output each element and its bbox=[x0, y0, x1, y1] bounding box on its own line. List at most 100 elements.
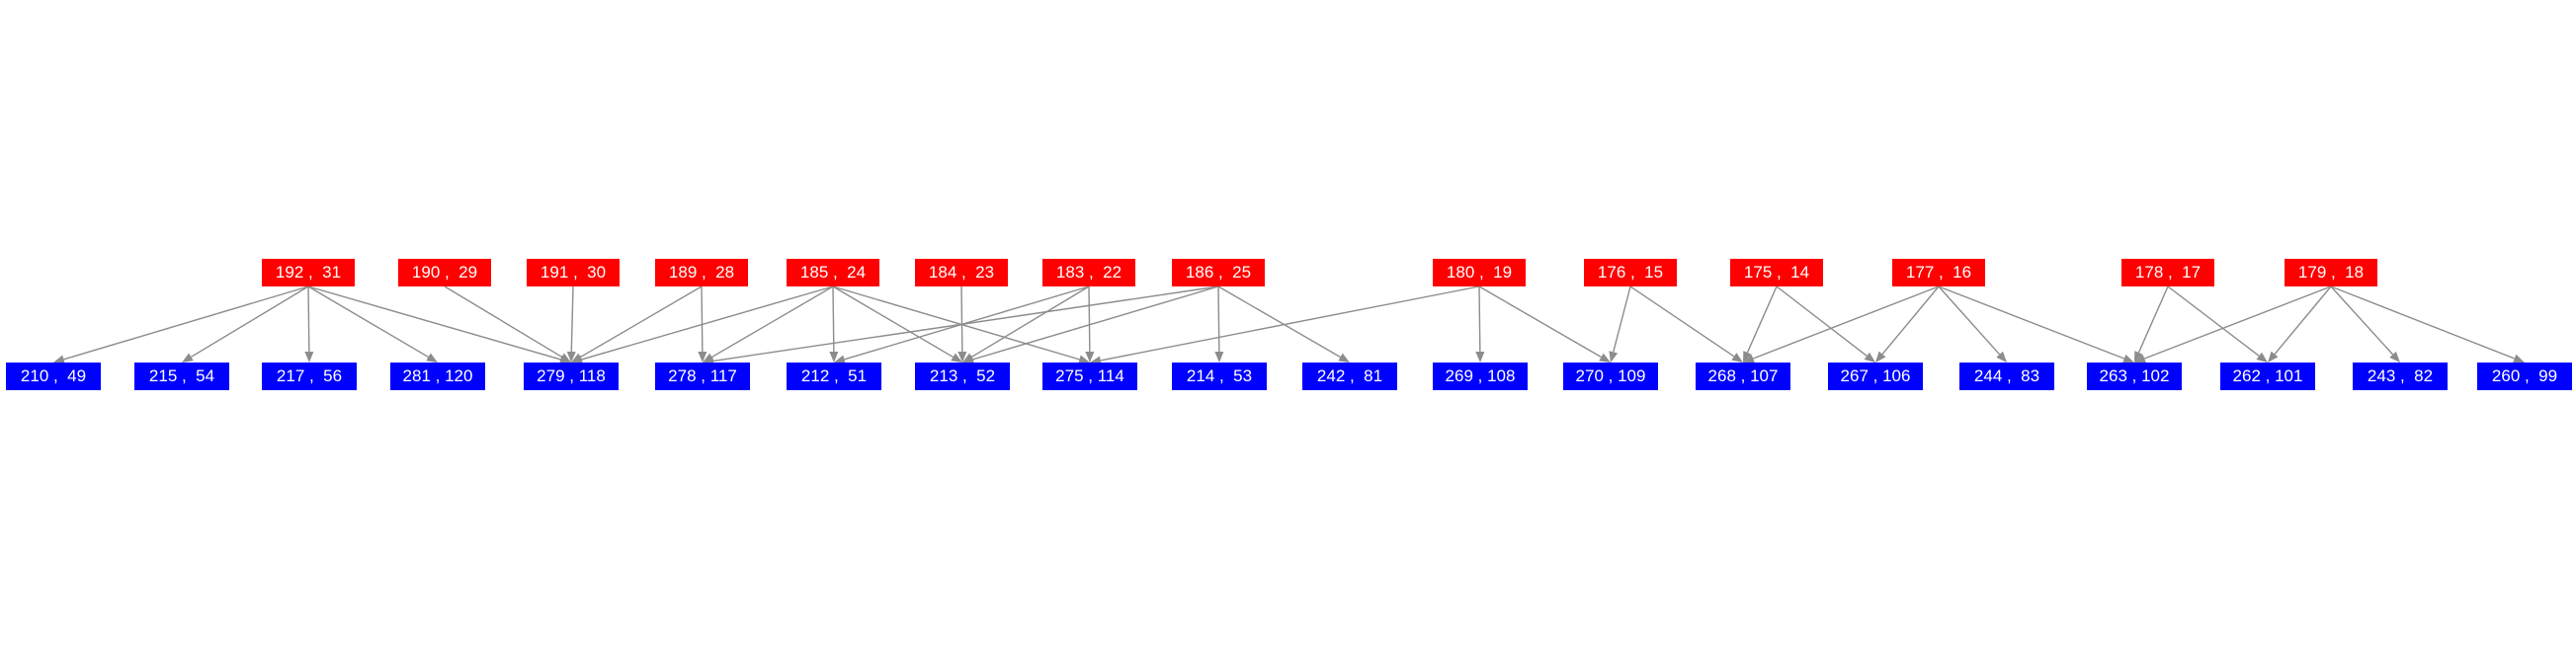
node-215-54: 215 , 54 bbox=[134, 363, 229, 390]
edge-t186-b278 bbox=[712, 285, 1219, 363]
arrowhead-t190-b279 bbox=[559, 353, 571, 363]
node-190-29: 190 , 29 bbox=[398, 259, 491, 286]
arrowhead-t192-b215 bbox=[182, 353, 194, 363]
node-260-99: 260 , 99 bbox=[2477, 363, 2572, 390]
edge-t177-b263 bbox=[1938, 285, 2125, 360]
arrowhead-t183-b275 bbox=[1085, 351, 1095, 363]
edge-t185-b212 bbox=[832, 285, 835, 353]
arrowhead-t185-b212 bbox=[829, 351, 839, 363]
arrowhead-t185-b213 bbox=[951, 353, 962, 363]
arrowhead-t186-b214 bbox=[1214, 351, 1224, 363]
node-281-120: 281 , 120 bbox=[390, 363, 485, 390]
arrowhead-t186-b213 bbox=[962, 355, 974, 364]
node-213-52: 213 , 52 bbox=[915, 363, 1010, 390]
edge-t177-b268 bbox=[1752, 285, 1940, 360]
arrowhead-t185-b279 bbox=[571, 355, 583, 364]
edge-t175-b267 bbox=[1776, 285, 1868, 357]
node-242-81: 242 , 81 bbox=[1302, 363, 1397, 390]
node-244-83: 244 , 83 bbox=[1959, 363, 2054, 390]
edge-t179-b243 bbox=[2330, 285, 2394, 356]
node-183-22: 183 , 22 bbox=[1042, 259, 1135, 286]
edge-t183-b213 bbox=[971, 285, 1090, 358]
arrowhead-t189-b278 bbox=[698, 351, 707, 363]
arrowhead-t180-b270 bbox=[1599, 353, 1611, 363]
node-210-49: 210 , 49 bbox=[6, 363, 101, 390]
edge-t185-b213 bbox=[832, 285, 954, 359]
arrowhead-t176-b270 bbox=[1609, 351, 1619, 363]
node-191-30: 191 , 30 bbox=[527, 259, 620, 286]
arrowhead-t186-b242 bbox=[1338, 353, 1350, 363]
arrowhead-t179-b263 bbox=[2134, 354, 2146, 364]
arrowhead-t175-b268 bbox=[1743, 351, 1752, 363]
arrowhead-t183-b212 bbox=[834, 355, 846, 364]
edge-t185-b275 bbox=[832, 285, 1080, 361]
edge-t192-b210 bbox=[63, 285, 309, 361]
edge-t177-b267 bbox=[1881, 285, 1940, 355]
edge-t179-b260 bbox=[2330, 285, 2516, 360]
node-217-56: 217 , 56 bbox=[262, 363, 357, 390]
arrowhead-t191-b279 bbox=[566, 351, 576, 363]
edge-t192-b279 bbox=[307, 285, 561, 361]
arrowhead-t177-b263 bbox=[2122, 354, 2134, 364]
node-180-19: 180 , 19 bbox=[1433, 259, 1526, 286]
node-184-23: 184 , 23 bbox=[915, 259, 1008, 286]
node-192-31: 192 , 31 bbox=[262, 259, 355, 286]
node-212-51: 212 , 51 bbox=[787, 363, 881, 390]
edge-t176-b270 bbox=[1613, 285, 1631, 353]
edge-t180-b270 bbox=[1478, 285, 1602, 359]
edge-t190-b279 bbox=[444, 285, 562, 358]
node-262-101: 262 , 101 bbox=[2220, 363, 2315, 390]
arrowhead-t185-b275 bbox=[1078, 355, 1090, 364]
arrowhead-t192-b281 bbox=[426, 353, 438, 363]
edge-t183-b275 bbox=[1088, 285, 1091, 353]
arrowhead-t175-b267 bbox=[1864, 352, 1875, 363]
edge-t178-b262 bbox=[2167, 285, 2260, 357]
arrowhead-t179-b243 bbox=[2389, 351, 2400, 363]
edge-t186-b242 bbox=[1217, 285, 1341, 359]
node-243-82: 243 , 82 bbox=[2353, 363, 2448, 390]
edge-t179-b263 bbox=[2144, 285, 2332, 360]
arrowhead-t179-b262 bbox=[2268, 351, 2279, 363]
arrowhead-t178-b263 bbox=[2134, 351, 2143, 363]
arrowhead-t176-b268 bbox=[1731, 353, 1743, 363]
arrowhead-t177-b268 bbox=[1743, 354, 1755, 364]
edge-t189-b279 bbox=[580, 285, 703, 359]
node-189-28: 189 , 28 bbox=[655, 259, 748, 286]
edge-t192-b217 bbox=[307, 285, 310, 353]
edge-t191-b279 bbox=[570, 285, 574, 353]
node-278-117: 278 , 117 bbox=[655, 363, 750, 390]
arrowhead-t180-b269 bbox=[1475, 351, 1485, 363]
node-177-16: 177 , 16 bbox=[1892, 259, 1985, 286]
edge-t177-b244 bbox=[1938, 285, 2001, 356]
node-178-17: 178 , 17 bbox=[2121, 259, 2214, 286]
edge-t176-b268 bbox=[1629, 285, 1735, 358]
arrowhead-t184-b213 bbox=[957, 351, 967, 363]
node-185-24: 185 , 24 bbox=[787, 259, 879, 286]
edge-t175-b268 bbox=[1746, 285, 1778, 354]
node-269-108: 269 , 108 bbox=[1433, 363, 1528, 390]
edge-t192-b281 bbox=[307, 285, 429, 359]
node-176-15: 176 , 15 bbox=[1584, 259, 1677, 286]
edge-t178-b263 bbox=[2137, 285, 2169, 354]
node-275-114: 275 , 114 bbox=[1042, 363, 1137, 390]
edge-t186-b214 bbox=[1217, 285, 1220, 353]
edge-t180-b269 bbox=[1478, 285, 1481, 353]
node-279-118: 279 , 118 bbox=[524, 363, 619, 390]
edge-t180-b275 bbox=[1100, 285, 1480, 362]
node-267-106: 267 , 106 bbox=[1828, 363, 1923, 390]
node-263-102: 263 , 102 bbox=[2087, 363, 2182, 390]
edge-t185-b279 bbox=[581, 285, 834, 361]
edge-t179-b262 bbox=[2274, 285, 2332, 355]
node-175-14: 175 , 14 bbox=[1730, 259, 1823, 286]
node-270-109: 270 , 109 bbox=[1563, 363, 1658, 390]
arrowhead-t178-b262 bbox=[2256, 352, 2268, 363]
node-186-25: 186 , 25 bbox=[1172, 259, 1265, 286]
edge-t192-b215 bbox=[191, 285, 309, 358]
arrowhead-t179-b260 bbox=[2513, 354, 2525, 364]
edge-t184-b213 bbox=[960, 285, 963, 353]
arrowhead-t177-b267 bbox=[1875, 351, 1886, 363]
node-179-18: 179 , 18 bbox=[2285, 259, 2377, 286]
arrowhead-t192-b210 bbox=[53, 355, 65, 364]
edge-t185-b278 bbox=[711, 285, 834, 359]
